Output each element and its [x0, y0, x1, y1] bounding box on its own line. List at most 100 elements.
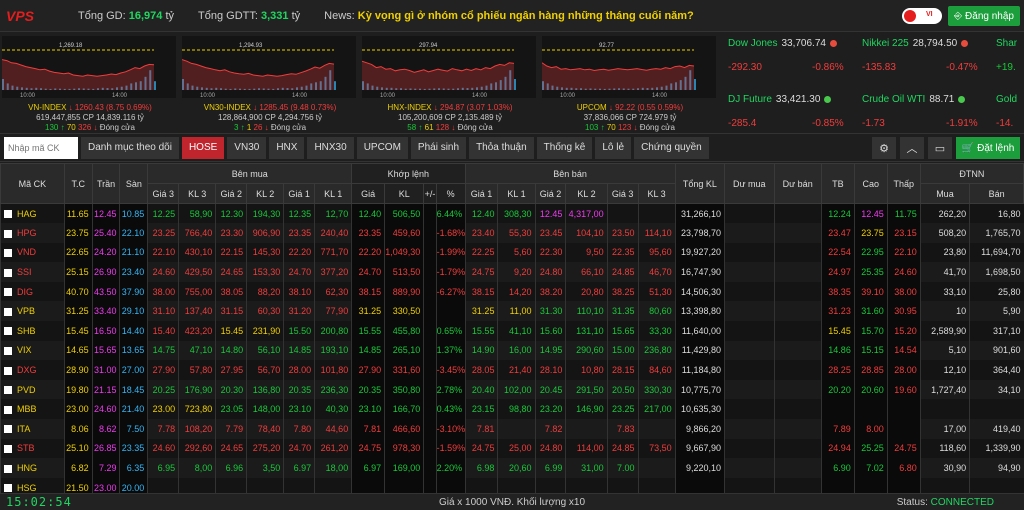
- col-kl-1[interactable]: KL 1: [497, 183, 536, 204]
- index-card-vnindex[interactable]: 1,269.18 10:00 14:00 VN-INDEX ↓ 1260.43 (8.…: [0, 32, 180, 134]
- col-kl-1[interactable]: KL 1: [314, 183, 353, 204]
- world-index-name-row[interactable]: Shar: [996, 38, 1017, 49]
- watch-checkbox[interactable]: [4, 229, 12, 238]
- col-kl-3[interactable]: KL 3: [178, 183, 217, 204]
- world-index-name-row[interactable]: Nikkei 225 28,794.50: [862, 38, 969, 49]
- col-average[interactable]: TB: [820, 163, 855, 204]
- col-kl-2[interactable]: KL 2: [246, 183, 285, 204]
- world-index-name-row[interactable]: Gold: [996, 94, 1017, 105]
- table-row[interactable]: HPG 23.75 25.40 22.10 23.25 766,40 23.30 906,90…: [0, 223, 1024, 243]
- col-gi-1[interactable]: Giá 1: [464, 183, 499, 204]
- watch-checkbox[interactable]: [4, 307, 12, 316]
- col-ref[interactable]: T.C: [63, 163, 93, 204]
- table-row[interactable]: PVD 19.80 21.15 18.45 20.25 176,90 20.30 136,80…: [0, 379, 1024, 400]
- tab-danh-m-c-theo-d-i[interactable]: Danh mục theo dõi: [81, 136, 179, 159]
- watch-checkbox[interactable]: [4, 464, 12, 473]
- language-toggle[interactable]: VI: [902, 8, 942, 24]
- tab-th-a-thu-n[interactable]: Thỏa thuận: [469, 136, 534, 159]
- col-ceiling[interactable]: Trần: [91, 163, 121, 204]
- table-row[interactable]: VND 22.65 24.20 21.10 22.10 430,10 22.15 145,30…: [0, 242, 1024, 263]
- col-low[interactable]: Thấp: [886, 163, 921, 204]
- symbol-cell[interactable]: DXG: [0, 360, 65, 380]
- col-kl-3[interactable]: KL 3: [637, 183, 676, 204]
- col-kl[interactable]: KL: [384, 183, 425, 204]
- table-row[interactable]: ITA 8.06 8.62 7.50 7.78 108,20 7.79 78,40 7.80 44…: [0, 419, 1024, 439]
- table-row[interactable]: MBB 23.00 24.60 21.40 23.00 723,80 23.05 148,00…: [0, 399, 1024, 420]
- table-row[interactable]: DIG 40.70 43.50 37.90 38.00 755,00 38.05 88,20 3…: [0, 281, 1024, 302]
- watch-checkbox[interactable]: [4, 386, 12, 395]
- col--[interactable]: +/-: [423, 183, 437, 204]
- table-row[interactable]: STB 25.10 26.85 23.35 24.60 292,60 24.65 275,20…: [0, 438, 1024, 459]
- symbol-cell[interactable]: VIX: [0, 340, 65, 361]
- place-order-button[interactable]: 🛒 Đặt lệnh: [956, 137, 1020, 159]
- tab-hnx30[interactable]: HNX30: [307, 136, 354, 159]
- symbol-cell[interactable]: HAG: [0, 203, 65, 224]
- watch-checkbox[interactable]: [4, 366, 12, 375]
- col-buy-remaining[interactable]: Dư mua: [724, 163, 775, 204]
- symbol-cell[interactable]: HNG: [0, 458, 65, 478]
- table-row[interactable]: HNG 6.82 7.29 6.35 6.95 8,00 6.96 3,50 6.97 18,00…: [0, 458, 1024, 478]
- world-index-name-row[interactable]: Dow Jones 33,706.74: [728, 38, 837, 49]
- tab-vn30[interactable]: VN30: [227, 136, 267, 159]
- collapse-chevron-up-icon[interactable]: ︿: [900, 137, 924, 159]
- symbol-search-input[interactable]: [4, 136, 78, 159]
- settings-gear-icon[interactable]: ⚙: [872, 137, 896, 159]
- index-card-upcom[interactable]: 92.77 10:00 14:00 UPCOM ↓ 92.22 (0.55 0.59%…: [540, 32, 720, 134]
- col-gi-2[interactable]: Giá 2: [534, 183, 567, 204]
- tab-th-ng-k-[interactable]: Thống kê: [536, 136, 593, 159]
- symbol-cell[interactable]: SHB: [0, 321, 65, 341]
- symbol-cell[interactable]: HSG: [0, 477, 65, 493]
- col--[interactable]: %: [435, 183, 466, 204]
- world-index-name-row[interactable]: Crude Oil WTI 88.71: [862, 94, 966, 105]
- symbol-cell[interactable]: ITA: [0, 419, 65, 439]
- news-headline[interactable]: Kỳ vọng gì ở nhóm cổ phiếu ngân hàng nhữ…: [357, 9, 694, 22]
- watch-checkbox[interactable]: [4, 327, 12, 336]
- tab-ph-i-sinh[interactable]: Phái sinh: [410, 136, 467, 159]
- table-row[interactable]: VPB 31.25 33.40 29.10 31.10 137,40 31.15 60,30 3…: [0, 301, 1024, 322]
- table-row[interactable]: DXG 28.90 31.00 27.00 27.90 57,80 27.95 56,70 28…: [0, 360, 1024, 380]
- watch-checkbox[interactable]: [4, 405, 12, 414]
- col-total-volume[interactable]: Tổng KL: [674, 163, 726, 204]
- watch-checkbox[interactable]: [4, 288, 12, 297]
- symbol-cell[interactable]: MBB: [0, 399, 65, 420]
- table-row[interactable]: HAG 11.65 12.45 10.85 12.25 58,90 12.30 194,30 1…: [0, 203, 1024, 224]
- symbol-cell[interactable]: SSI: [0, 262, 65, 282]
- col-gi-1[interactable]: Giá 1: [283, 183, 316, 204]
- watch-checkbox[interactable]: [4, 347, 12, 356]
- col-gi-3[interactable]: Giá 3: [606, 183, 639, 204]
- col-symbol[interactable]: Mã CK: [0, 163, 65, 204]
- table-row[interactable]: HSG 21.50 23.00 20.00: [0, 477, 1024, 493]
- symbol-cell[interactable]: STB: [0, 438, 65, 459]
- symbol-cell[interactable]: VPB: [0, 301, 65, 322]
- login-button[interactable]: ⎆ Đăng nhập: [948, 6, 1020, 26]
- index-card-hnx[interactable]: 297.94 10:00 14:00 HNX-INDEX ↓ 294.87 (3.07…: [360, 32, 540, 134]
- watch-checkbox[interactable]: [4, 445, 12, 454]
- watch-checkbox[interactable]: [4, 249, 12, 258]
- symbol-cell[interactable]: HPG: [0, 223, 65, 243]
- symbol-cell[interactable]: VND: [0, 242, 65, 263]
- col-gi-3[interactable]: Giá 3: [147, 183, 180, 204]
- table-row[interactable]: VIX 14.65 15.65 13.65 14.75 47,10 14.80 56,10 14…: [0, 340, 1024, 361]
- watch-checkbox[interactable]: [4, 210, 12, 219]
- table-row[interactable]: SHB 15.45 16.50 14.40 15.40 423,20 15.45 231,90…: [0, 321, 1024, 341]
- symbol-cell[interactable]: PVD: [0, 379, 65, 400]
- watch-checkbox[interactable]: [4, 268, 12, 277]
- brand-logo[interactable]: VPS: [6, 7, 35, 24]
- tab-upcom[interactable]: UPCOM: [356, 136, 408, 159]
- tab-l-l-[interactable]: Lô lẻ: [595, 136, 632, 159]
- col-floor[interactable]: Sàn: [119, 163, 149, 204]
- col-gi-[interactable]: Giá: [351, 183, 386, 204]
- tab-hnx[interactable]: HNX: [269, 136, 305, 159]
- watch-checkbox[interactable]: [4, 484, 12, 493]
- col-high[interactable]: Cao: [853, 163, 888, 204]
- tab-hose[interactable]: HOSE: [181, 136, 225, 159]
- tab-ch-ng-quy-n[interactable]: Chứng quyền: [634, 136, 709, 159]
- watch-checkbox[interactable]: [4, 425, 12, 434]
- index-card-vn30[interactable]: 1,294.93 10:00 14:00 VN30-INDEX ↓ 1285.45 (…: [180, 32, 360, 134]
- symbol-cell[interactable]: DIG: [0, 281, 65, 302]
- col-gi-2[interactable]: Giá 2: [215, 183, 248, 204]
- col-foreign-sell[interactable]: Bán: [969, 183, 1024, 204]
- col-sell-remaining[interactable]: Dư bán: [773, 163, 822, 204]
- col-foreign-buy[interactable]: Mua: [919, 183, 971, 204]
- world-index-name-row[interactable]: DJ Future 33,421.30: [728, 94, 832, 105]
